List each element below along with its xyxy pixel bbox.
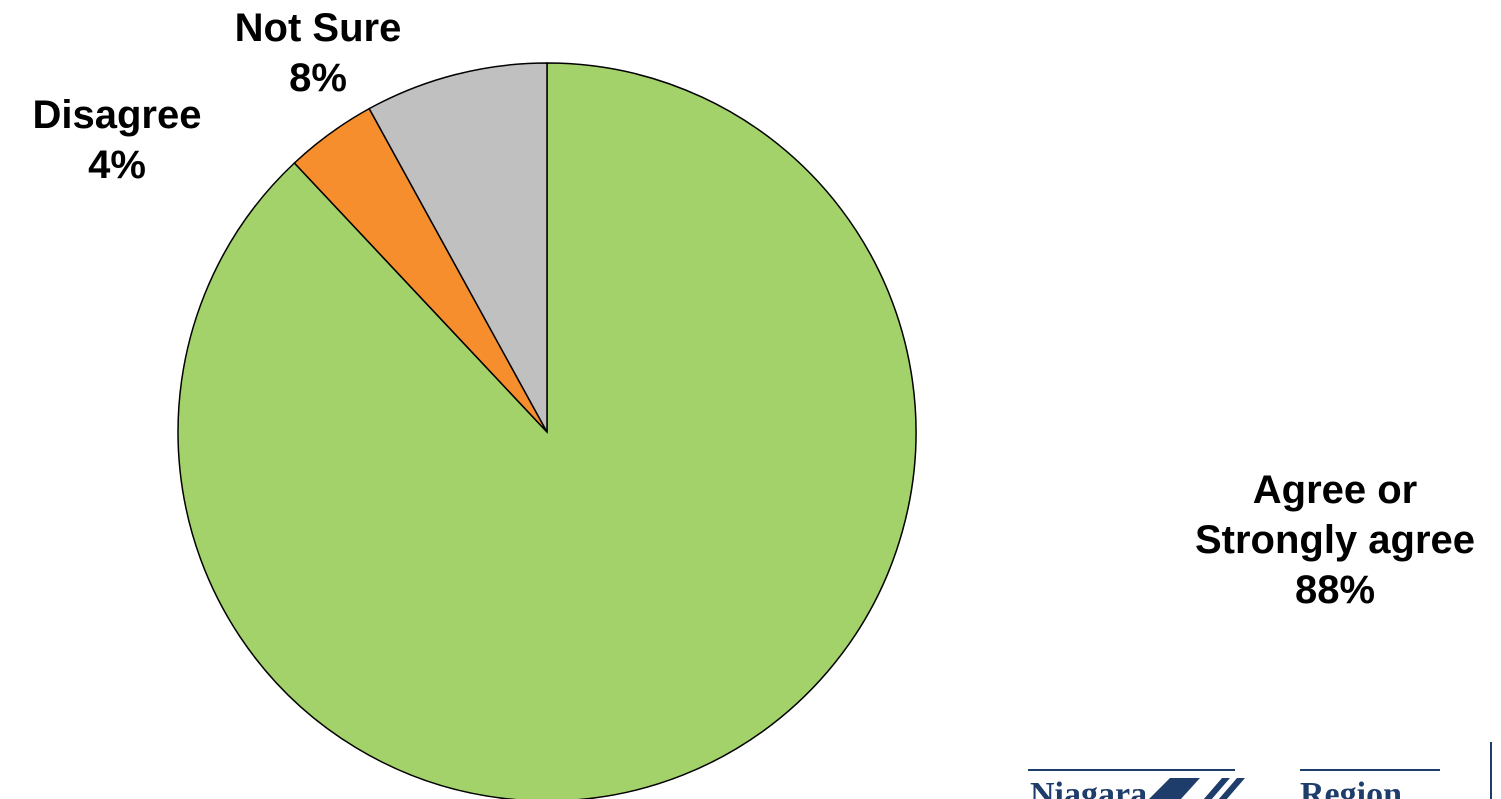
value-label: 4% [88,143,146,187]
value-label: 8% [289,56,347,100]
slice-label: Disagree 4% [0,90,247,190]
logo-left: Niagara [1030,776,1147,799]
value-label: 88% [1294,568,1376,612]
category-label: Disagree [32,93,202,137]
logo-right: Region [1300,776,1402,799]
category-label: Agree or Strongly agree [1194,468,1476,562]
pie-slice [177,62,917,799]
pie-slice [368,62,548,433]
logo-icon [1203,778,1230,799]
category-label: Not Sure [234,6,402,50]
slice-label: Agree or Strongly agree 88% [1170,465,1500,615]
logo: Niagara Region [1028,742,1492,799]
logo-icon [1149,778,1200,799]
logo-icon [1218,778,1245,799]
slice-label: Not Sure 8% [188,3,448,103]
